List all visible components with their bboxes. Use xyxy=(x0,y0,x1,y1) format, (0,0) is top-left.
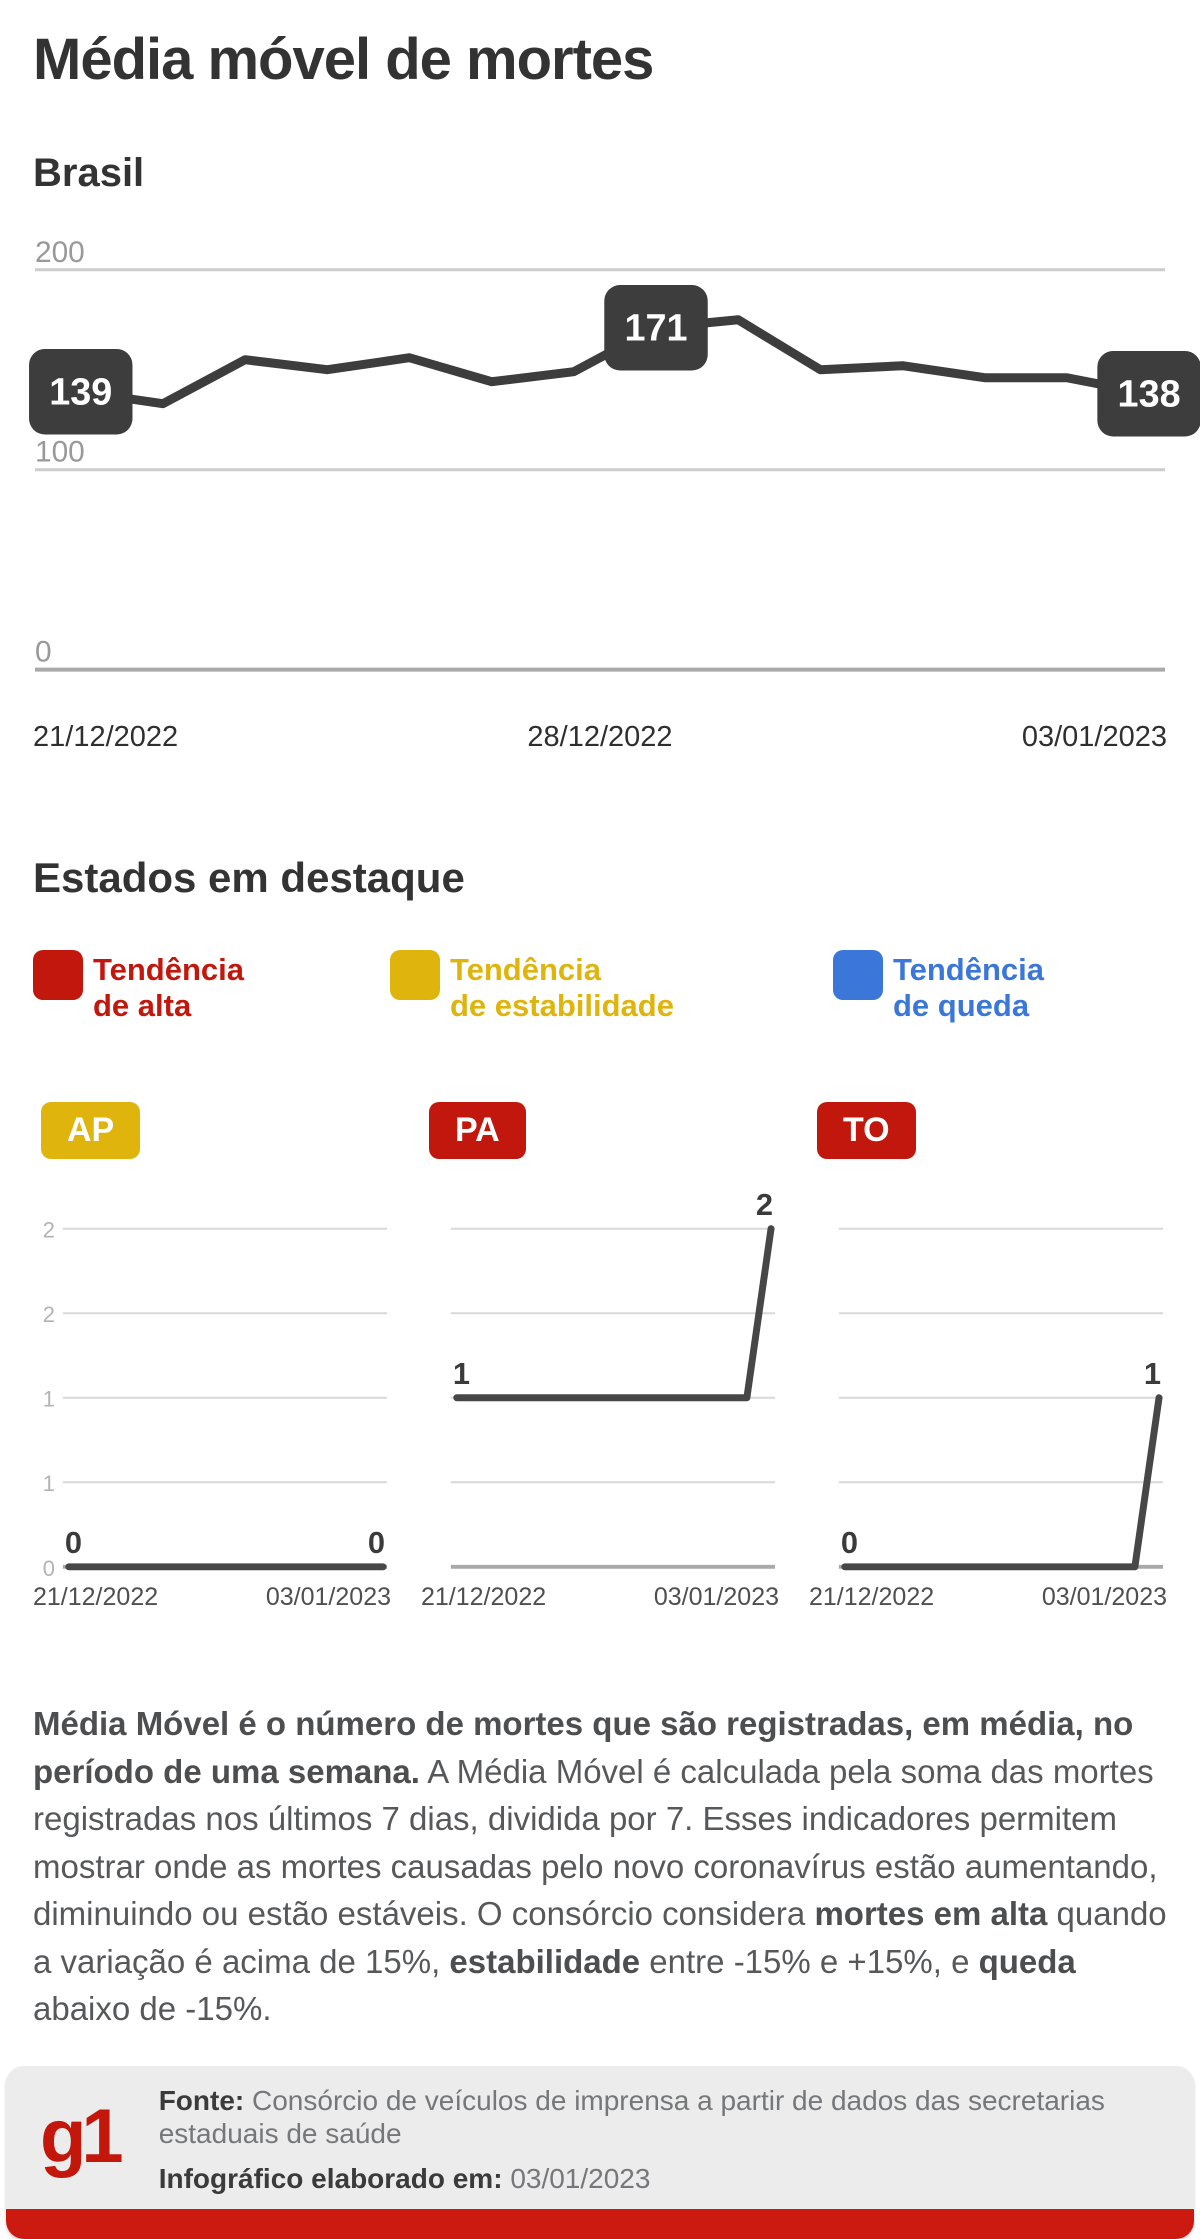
svg-text:100: 100 xyxy=(35,436,85,469)
pa-x-end: 03/01/2023 xyxy=(653,1583,779,1612)
pa-x-axis: 21/12/2022 03/01/2023 xyxy=(421,1583,779,1612)
alta-label-line1: Tendência xyxy=(93,952,245,988)
svg-text:2: 2 xyxy=(43,1303,55,1328)
estabilidade-label-line1: Tendência xyxy=(450,952,602,988)
x-label-start: 21/12/2022 xyxy=(33,721,179,754)
x-label-middle: 28/12/2022 xyxy=(527,721,673,754)
ap-x-axis: 21/12/2022 03/01/2023 xyxy=(33,1583,391,1612)
ap-x-end: 03/01/2023 xyxy=(265,1583,391,1612)
to-x-start: 21/12/2022 xyxy=(809,1583,935,1612)
queda-swatch xyxy=(833,950,883,1001)
source-label: Fonte: xyxy=(158,2084,245,2116)
svg-text:200: 200 xyxy=(35,236,85,269)
brasil-line-chart: 200 100 0 139 171 138 xyxy=(29,236,1200,672)
queda-label-line2: de queda xyxy=(893,988,1030,1024)
ap-x-start: 21/12/2022 xyxy=(33,1583,159,1612)
alta-label: Tendência de alta xyxy=(93,952,244,1024)
svg-text:1: 1 xyxy=(43,1387,55,1412)
footer-red-bar xyxy=(6,2208,1194,2239)
estabilidade-swatch xyxy=(390,950,440,1001)
svg-text:139: 139 xyxy=(49,372,112,414)
svg-text:171: 171 xyxy=(624,308,687,350)
ap-badge: AP xyxy=(41,1102,141,1160)
svg-text:1: 1 xyxy=(43,1472,55,1497)
page-title: Média móvel de mortes xyxy=(33,27,654,92)
estados-heading: Estados em destaque xyxy=(33,854,465,902)
brasil-chart: 200 100 0 139 171 138 21/12/2022 28/12/2022 0… xyxy=(29,226,1200,754)
svg-text:1: 1 xyxy=(453,1356,470,1391)
estabilidade-label: Tendência de estabilidade xyxy=(450,952,674,1024)
methodology-paragraph: Média Móvel é o número de mortes que são… xyxy=(33,1705,1167,2028)
svg-text:2: 2 xyxy=(43,1218,55,1243)
brasil-x-axis: 21/12/2022 28/12/2022 03/01/2023 xyxy=(33,721,1167,754)
x-label-end: 03/01/2023 xyxy=(1021,721,1167,754)
svg-text:0: 0 xyxy=(368,1525,385,1560)
alta-label-line2: de alta xyxy=(93,988,192,1024)
svg-text:1: 1 xyxy=(1144,1356,1161,1391)
svg-text:0: 0 xyxy=(841,1525,858,1560)
alta-swatch xyxy=(33,950,83,1001)
to-line-chart: 01 xyxy=(838,1228,1164,1571)
legend-item-estabilidade: Tendência de estabilidade xyxy=(390,950,833,1024)
queda-label: Tendência de queda xyxy=(893,952,1044,1024)
svg-text:0: 0 xyxy=(35,636,52,669)
legend-item-queda: Tendência de queda xyxy=(833,950,1044,1024)
source-line: Fonte: Consórcio de veículos de imprensa… xyxy=(159,2084,1154,2150)
to-x-end: 03/01/2023 xyxy=(1041,1583,1167,1612)
footer-body: g1 Fonte: Consórcio de veículos de impre… xyxy=(6,2066,1194,2209)
to-badge: TO xyxy=(817,1102,916,1160)
queda-label-line1: Tendência xyxy=(893,952,1045,988)
svg-text:2: 2 xyxy=(756,1187,773,1222)
trend-legend: Tendência de alta Tendência de estabilid… xyxy=(33,950,1167,1024)
estabilidade-label-line2: de estabilidade xyxy=(450,988,674,1024)
legend-item-alta: Tendência de alta xyxy=(33,950,390,1024)
to-x-axis: 21/12/2022 03/01/2023 xyxy=(809,1583,1167,1612)
footer-text: Fonte: Consórcio de veículos de imprensa… xyxy=(159,2084,1154,2195)
elaborated-line: Infográfico elaborado em: 03/01/2023 xyxy=(159,2162,1154,2195)
svg-text:138: 138 xyxy=(1118,374,1181,416)
source-value: Consórcio de veículos de imprensa a part… xyxy=(158,2084,1105,2149)
footer-card: g1 Fonte: Consórcio de veículos de impre… xyxy=(6,2065,1194,2239)
svg-text:0: 0 xyxy=(65,1525,82,1560)
brasil-heading: Brasil xyxy=(33,151,145,195)
g1-logo: g1 xyxy=(40,2094,124,2180)
pa-line-chart: 12 xyxy=(450,1187,776,1570)
svg-text:0: 0 xyxy=(43,1556,55,1581)
pa-x-start: 21/12/2022 xyxy=(421,1583,547,1612)
pa-badge: PA xyxy=(429,1102,526,1160)
elaborated-label: Infográfico elaborado em: xyxy=(158,2162,503,2194)
elaborated-value: 03/01/2023 xyxy=(510,2162,651,2194)
